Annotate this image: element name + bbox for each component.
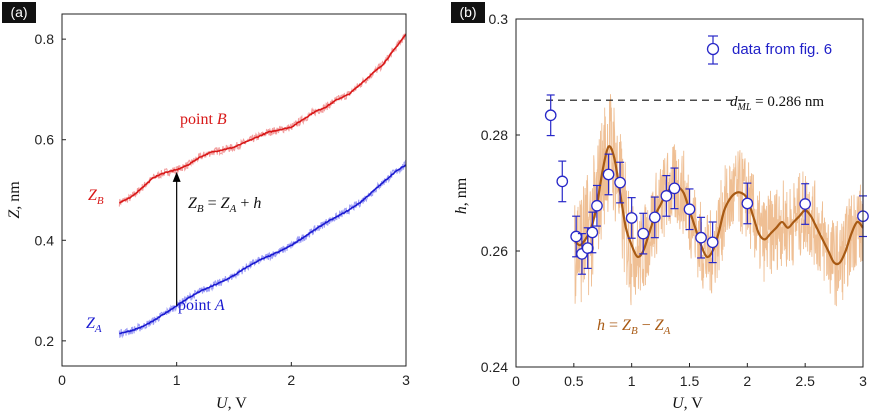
panel-b-marker bbox=[741, 197, 754, 210]
panel-b-tag-bg bbox=[451, 2, 485, 23]
panel-b-data-point bbox=[556, 160, 569, 203]
panel-b-x-tick-label: 0.5 bbox=[564, 373, 584, 389]
panel-a-x-tick-label: 2 bbox=[287, 372, 295, 388]
panel-b-marker bbox=[668, 182, 681, 195]
panel-a: 0 1 2 3 0.2 0.4 0.6 0.8 ZB ZA point B point A Z… bbox=[2, 2, 410, 412]
panel-a-arrowhead bbox=[172, 171, 181, 182]
panel-a-ticks: 0 1 2 3 0.2 0.4 0.6 0.8 bbox=[35, 31, 411, 388]
panel-a-noise-layer bbox=[118, 32, 407, 339]
panel-b-marker bbox=[570, 230, 582, 243]
panel-b-h-label: h = ZB − ZA bbox=[597, 317, 671, 337]
panel-b-marker bbox=[544, 109, 557, 122]
panel-a-x-axis-label: U, V bbox=[216, 395, 247, 412]
panel-a-za-label: ZA bbox=[86, 315, 102, 335]
panel-a-point-a-label: point A bbox=[178, 297, 225, 314]
panel-b-x-tick-label: 1 bbox=[628, 373, 636, 389]
panel-a-za-line bbox=[119, 164, 407, 335]
panel-b-dml-label: dML = 0.286 nm bbox=[730, 94, 824, 113]
panel-b-data-point bbox=[614, 161, 626, 204]
panel-b-data-point bbox=[741, 182, 754, 225]
panel-b-data-point bbox=[648, 196, 661, 239]
panel-b-data-point bbox=[586, 211, 599, 254]
panel-b-legend: data from fig. 6 bbox=[706, 35, 832, 65]
panel-a-y-tick-label: 0.8 bbox=[35, 31, 55, 47]
panel-b-x-tick-label: 2.5 bbox=[795, 373, 815, 389]
panel-b-data-point bbox=[668, 167, 681, 210]
panel-b-y-axis-label: h, nm bbox=[453, 177, 470, 214]
panel-b-marker bbox=[660, 190, 673, 202]
legend-label: data from fig. 6 bbox=[732, 41, 832, 58]
panel-b-marker bbox=[683, 203, 696, 216]
panel-b-marker bbox=[648, 211, 661, 224]
panel-b-x-tick-label: 2 bbox=[743, 373, 751, 389]
panel-b-data-point bbox=[799, 183, 812, 225]
panel-b-marker bbox=[586, 226, 599, 239]
panel-b-marker bbox=[602, 168, 615, 181]
panel-b-ticks: 0 0.5 1 1.5 2 2.5 3 0.24 0.26 0.28 0.3 bbox=[481, 11, 867, 389]
panel-b-data-point bbox=[625, 197, 638, 239]
panel-b: 0 0.5 1 1.5 2 2.5 3 0.24 0.26 0.28 0.3 data from f… bbox=[451, 2, 869, 412]
panel-a-za-noise bbox=[118, 159, 407, 339]
panel-b-marker bbox=[625, 212, 638, 224]
panel-b-marker bbox=[591, 199, 603, 212]
panel-b-noise-layer bbox=[573, 94, 864, 307]
panel-b-y-tick-label: 0.3 bbox=[489, 11, 509, 27]
panel-b-marker bbox=[695, 231, 707, 244]
panel-b-x-axis-label: U, V bbox=[672, 395, 703, 412]
panel-a-line-layer bbox=[119, 33, 407, 335]
panel-a-zb-label: ZB bbox=[88, 187, 104, 207]
panel-b-x-tick-label: 0 bbox=[512, 373, 520, 389]
panel-a-plot-frame bbox=[61, 13, 407, 367]
panel-b-x-tick-label: 3 bbox=[859, 373, 867, 389]
panel-b-data-point bbox=[660, 175, 673, 217]
panel-a-zb-line bbox=[119, 33, 407, 204]
panel-b-marker bbox=[614, 176, 626, 189]
panel-a-y-tick-label: 0.6 bbox=[35, 132, 55, 148]
panel-b-data-point bbox=[637, 212, 650, 255]
panel-b-data-point bbox=[544, 94, 557, 137]
panel-b-marker bbox=[799, 198, 812, 210]
panel-b-marker bbox=[637, 227, 650, 240]
panel-b-data-point bbox=[683, 188, 696, 231]
panel-b-marker bbox=[706, 236, 719, 249]
panel-b-x-tick-label: 1.5 bbox=[680, 373, 700, 389]
panel-a-point-b-label: point B bbox=[180, 111, 227, 128]
panel-b-y-tick-label: 0.24 bbox=[481, 359, 508, 375]
panel-b-data-point bbox=[602, 153, 615, 196]
panel-b-h-line bbox=[572, 145, 864, 266]
panel-a-tag: (a) bbox=[10, 4, 27, 20]
panel-b-y-tick-label: 0.26 bbox=[481, 243, 508, 259]
panel-a-tag-bg bbox=[2, 2, 36, 23]
panel-b-y-tick-label: 0.28 bbox=[481, 127, 508, 143]
legend-marker bbox=[706, 42, 720, 56]
panel-a-x-tick-label: 3 bbox=[402, 372, 410, 388]
panel-b-line-layer bbox=[572, 145, 864, 266]
panel-a-equation: ZB = ZA + h bbox=[188, 195, 261, 215]
panel-b-data-point bbox=[695, 216, 707, 259]
panel-a-y-tick-label: 0.4 bbox=[35, 232, 55, 248]
panel-b-data-point bbox=[591, 184, 603, 227]
panel-a-y-tick-label: 0.2 bbox=[35, 333, 55, 349]
panel-b-tag: (b) bbox=[459, 4, 476, 20]
panel-b-plot-frame bbox=[515, 18, 864, 368]
panel-b-marker bbox=[581, 242, 594, 254]
panel-a-zb-noise bbox=[118, 32, 407, 207]
panel-b-h-noise bbox=[573, 94, 864, 307]
panel-a-x-tick-label: 1 bbox=[173, 372, 181, 388]
panel-b-data-point bbox=[706, 221, 719, 264]
panel-a-x-tick-label: 0 bbox=[58, 372, 66, 388]
panel-b-marker bbox=[556, 175, 569, 188]
panel-a-y-axis-label: Z, nm bbox=[6, 181, 23, 219]
